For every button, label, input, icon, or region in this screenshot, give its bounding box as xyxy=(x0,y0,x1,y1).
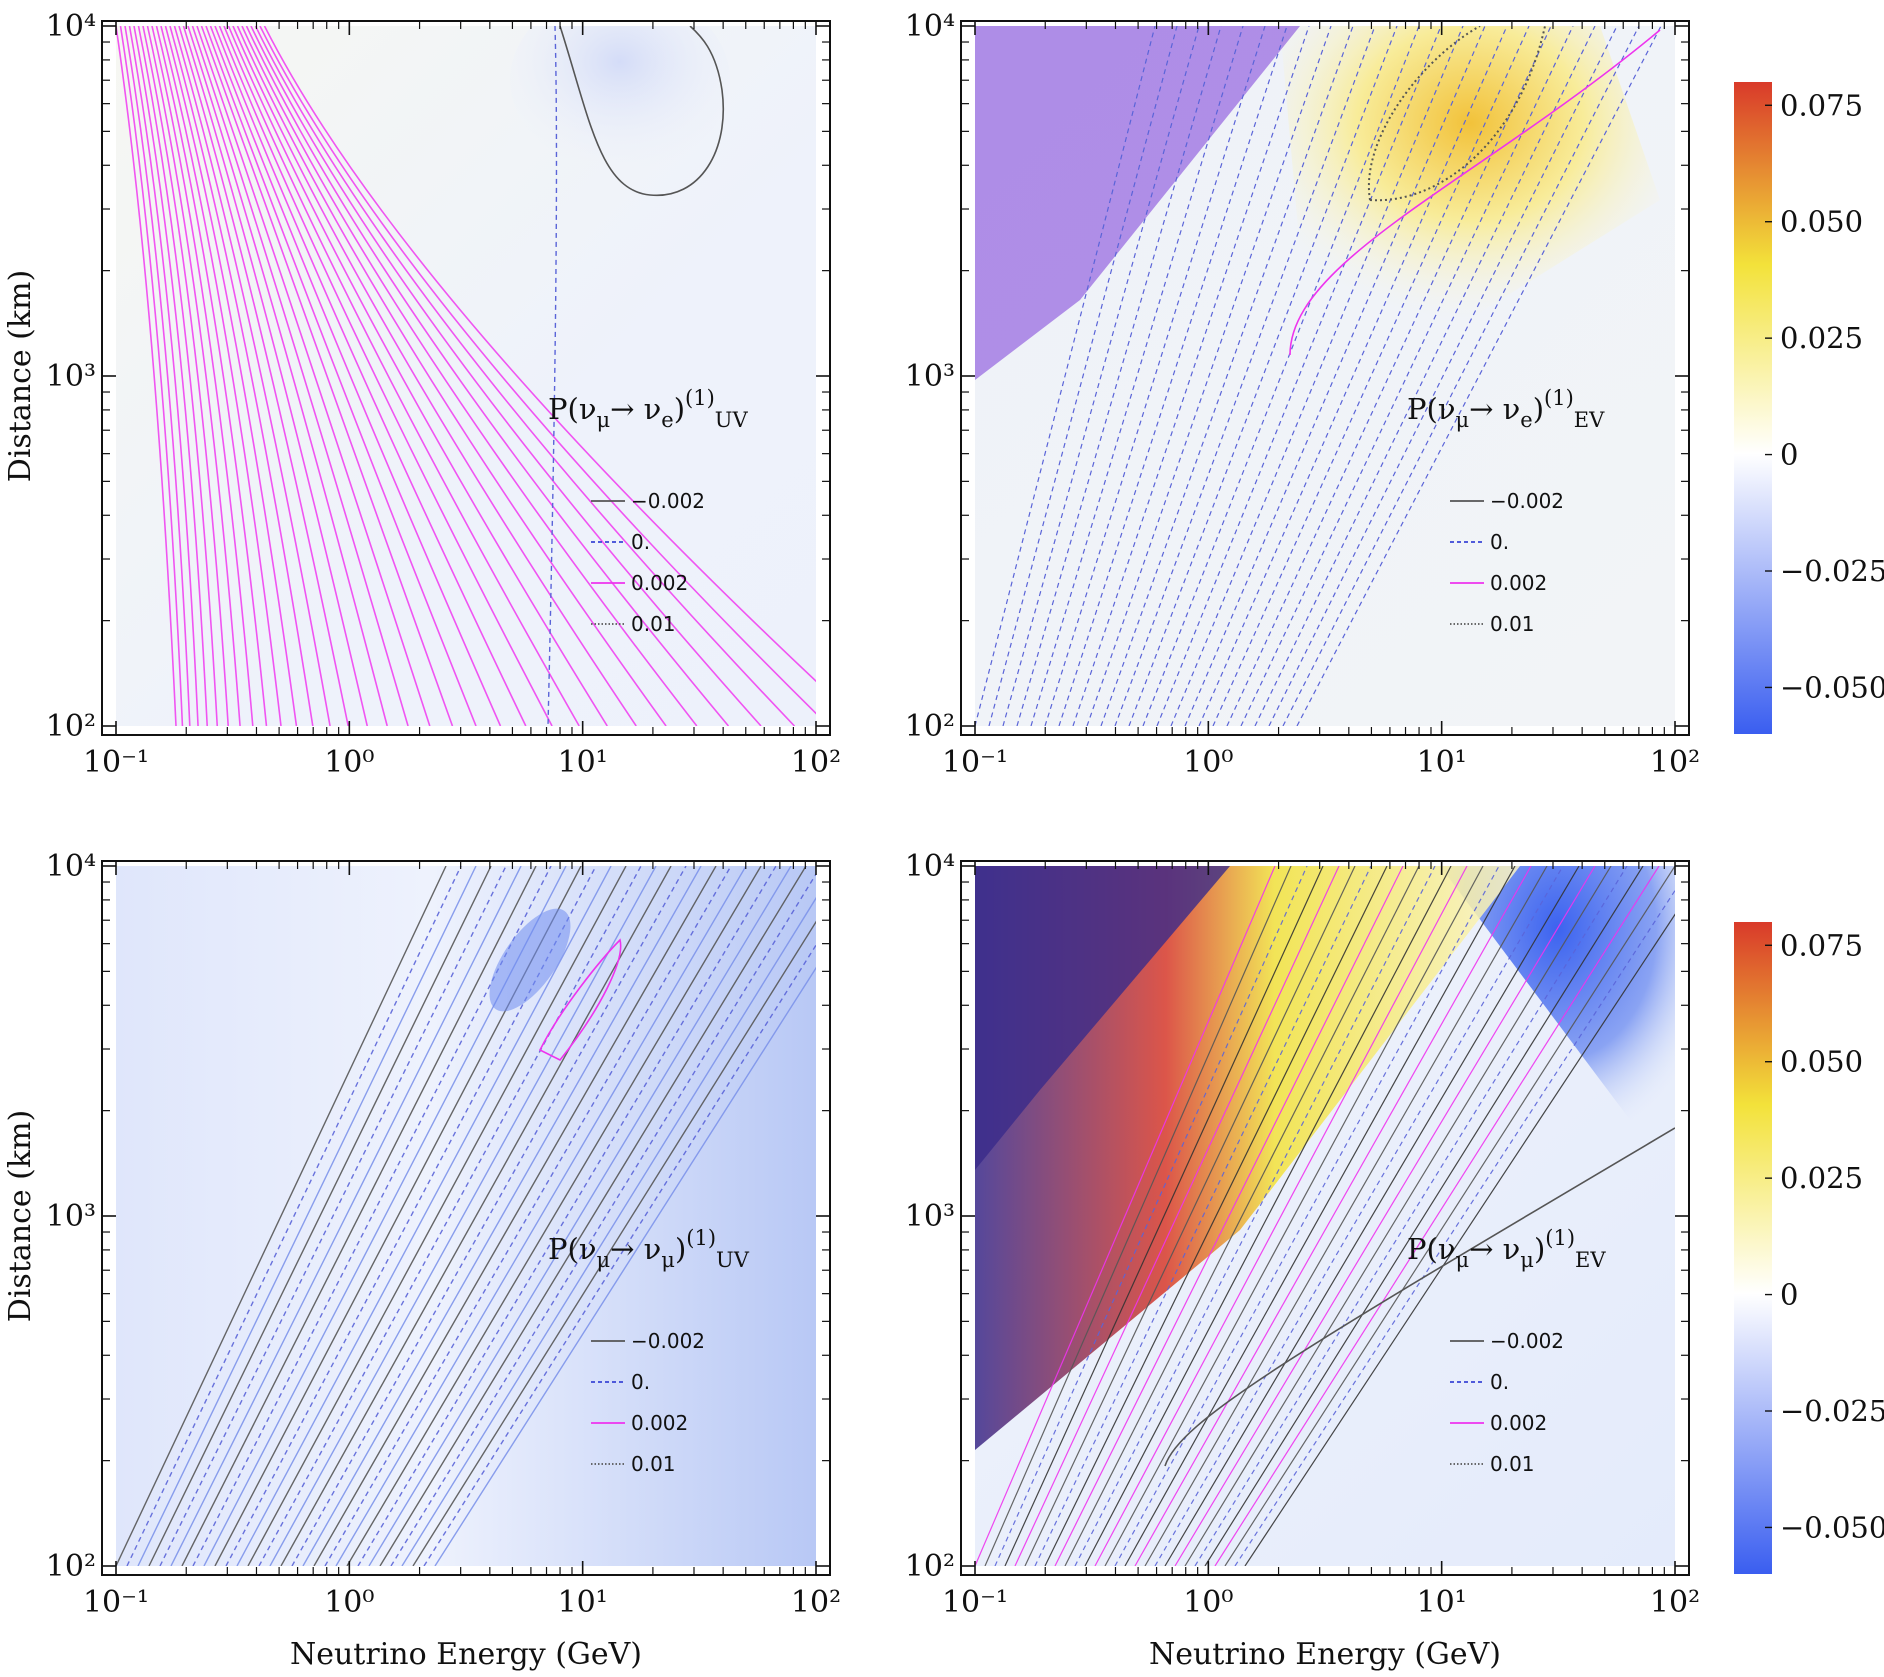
colorbar-top: 0.075 0.050 0.025 0 −0.025 −0.050 xyxy=(1734,82,1884,734)
x-tick-label: 10¹ xyxy=(1417,1585,1467,1620)
colorbar-tick-label: 0.075 xyxy=(1780,928,1863,962)
colorbar-tick-label: 0.025 xyxy=(1780,321,1863,355)
legend-label: −0.002 xyxy=(631,489,705,513)
y-tick-label: 10³ xyxy=(905,359,955,394)
legend-label: 0. xyxy=(1490,530,1509,554)
x-tick-label: 10² xyxy=(1650,1585,1700,1620)
colorbar-tick-label: −0.025 xyxy=(1780,554,1884,588)
x-tick-label: 10⁰ xyxy=(324,745,374,780)
x-tick-label: 10² xyxy=(791,1585,841,1620)
legend-label: 0.002 xyxy=(1490,571,1547,595)
panel-top-left: 10⁻¹ 10⁰ 10¹ 10² 10² 10³ 10⁴ Distance (km) P(νμ→… xyxy=(3,9,841,780)
x-tick-label: 10² xyxy=(791,745,841,780)
plot-frame xyxy=(101,20,831,736)
colorbar-tick-label: 0.025 xyxy=(1780,1161,1863,1195)
colorbar-gradient xyxy=(1734,922,1772,1574)
legend-label: 0.002 xyxy=(631,1411,688,1435)
y-tick-label: 10² xyxy=(905,709,955,744)
panel-title: P(νμ→ νe)(1)EV xyxy=(1407,386,1605,432)
x-tick-label: 10⁰ xyxy=(324,1585,374,1620)
y-tick-label: 10² xyxy=(46,709,96,744)
colorbar-tick-label: 0 xyxy=(1780,438,1798,472)
legend: −0.002 0. 0.002 0.01 xyxy=(1450,489,1564,636)
y-tick-label: 10² xyxy=(46,1549,96,1584)
colorbar-tick-label: −0.050 xyxy=(1780,1510,1884,1544)
x-tick-label: 10² xyxy=(1650,745,1700,780)
colorbar-tick-label: −0.050 xyxy=(1780,670,1884,704)
legend-label: 0. xyxy=(631,1370,650,1394)
panel-bottom-right: 10⁻¹ 10⁰ 10¹ 10² 10² 10³ 10⁴ Neutrino Energy (G… xyxy=(905,849,1700,1672)
y-tick-label: 10³ xyxy=(905,1199,955,1234)
colorbar-bottom: 0.075 0.050 0.025 0 −0.025 −0.050 xyxy=(1734,922,1884,1574)
colorbar-tick-label: 0 xyxy=(1780,1278,1798,1312)
legend-label: 0.002 xyxy=(631,571,688,595)
plot-frame xyxy=(960,860,1690,1576)
legend-label: 0.002 xyxy=(1490,1411,1547,1435)
panel-title: P(νμ→ νe)(1)UV xyxy=(548,386,748,432)
y-tick-label: 10⁴ xyxy=(46,9,96,44)
y-tick-label: 10⁴ xyxy=(905,849,955,884)
x-tick-label: 10⁰ xyxy=(1183,745,1233,780)
x-axis-label: Neutrino Energy (GeV) xyxy=(290,1637,642,1672)
x-tick-label: 10¹ xyxy=(558,745,608,780)
colorbar-tick-label: 0.050 xyxy=(1780,1045,1863,1079)
colorbar-tick-label: −0.025 xyxy=(1780,1394,1884,1428)
x-tick-label: 10¹ xyxy=(1417,745,1467,780)
legend-label: −0.002 xyxy=(631,1329,705,1353)
legend-label: 0.01 xyxy=(631,612,676,636)
x-axis-label: Neutrino Energy (GeV) xyxy=(1149,1637,1501,1672)
plot-frame xyxy=(960,20,1690,736)
legend-label: 0.01 xyxy=(1490,612,1535,636)
y-tick-label: 10⁴ xyxy=(46,849,96,884)
legend-label: −0.002 xyxy=(1490,489,1564,513)
panel-top-right: 10⁻¹ 10⁰ 10¹ 10² 10² 10³ 10⁴ P(νμ→ νe)(1)EV −0.0… xyxy=(905,9,1700,780)
colorbar-gradient xyxy=(1734,82,1772,734)
plot-frame xyxy=(101,860,831,1576)
x-tick-label: 10⁰ xyxy=(1183,1585,1233,1620)
panel-title: P(νμ→ νμ)(1)UV xyxy=(548,1226,750,1272)
legend-label: 0.01 xyxy=(631,1452,676,1476)
x-tick-label: 10⁻¹ xyxy=(942,745,1008,780)
y-tick-label: 10³ xyxy=(46,1199,96,1234)
legend-label: 0. xyxy=(631,530,650,554)
x-tick-label: 10⁻¹ xyxy=(942,1585,1008,1620)
legend-label: 0.01 xyxy=(1490,1452,1535,1476)
y-axis-label: Distance (km) xyxy=(3,1110,38,1322)
y-tick-label: 10³ xyxy=(46,359,96,394)
x-tick-label: 10¹ xyxy=(558,1585,608,1620)
colorbar-tick-label: 0.075 xyxy=(1780,88,1863,122)
x-tick-label: 10⁻¹ xyxy=(83,1585,149,1620)
legend: −0.002 0. 0.002 0.01 xyxy=(1450,1329,1564,1476)
legend: −0.002 0. 0.002 0.01 xyxy=(591,489,705,636)
panel-bottom-left: 10⁻¹ 10⁰ 10¹ 10² 10² 10³ 10⁴ Distance (km) Neutr… xyxy=(3,849,841,1672)
y-tick-label: 10² xyxy=(905,1549,955,1584)
x-tick-label: 10⁻¹ xyxy=(83,745,149,780)
heatmap-decor xyxy=(116,26,1675,1566)
y-tick-label: 10⁴ xyxy=(905,9,955,44)
panel-title: P(νμ→ νμ)(1)EV xyxy=(1407,1226,1606,1272)
colorbar-tick-label: 0.050 xyxy=(1780,205,1863,239)
legend-label: −0.002 xyxy=(1490,1329,1564,1353)
legend: −0.002 0. 0.002 0.01 xyxy=(591,1329,705,1476)
legend-label: 0. xyxy=(1490,1370,1509,1394)
y-axis-label: Distance (km) xyxy=(3,270,38,482)
